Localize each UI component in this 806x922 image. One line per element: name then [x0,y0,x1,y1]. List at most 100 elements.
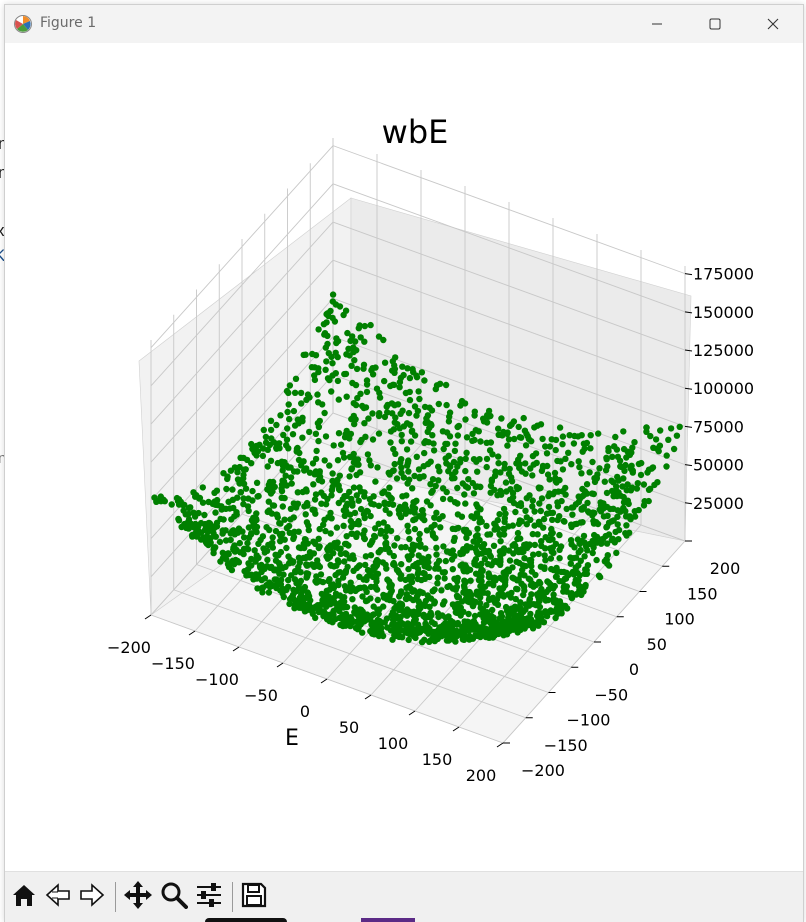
data-point [228,516,235,523]
data-point [253,452,260,459]
data-point [492,619,500,626]
data-point [459,550,466,557]
data-point [529,452,537,460]
data-point [446,462,453,469]
data-point [413,374,421,381]
data-point [274,514,281,521]
data-point [538,495,546,502]
data-point [563,588,571,595]
data-point [462,416,469,423]
data-point [287,505,295,512]
close-button[interactable] [744,5,802,43]
pan-button[interactable] [122,880,154,914]
background-text-fragment: n [0,450,6,467]
data-point [389,501,397,508]
data-point [320,594,327,601]
zoom-button[interactable] [158,880,190,914]
forward-button[interactable] [76,880,108,914]
data-point [283,544,290,552]
data-point [315,544,322,552]
data-point [299,434,306,441]
data-point [522,460,529,467]
data-point [657,427,664,434]
data-point [441,575,448,582]
minimize-button[interactable] [628,5,686,43]
data-point [328,487,336,494]
data-point [265,589,273,596]
save-button[interactable] [238,880,270,914]
data-point [475,577,483,584]
x-tick-label: −200 [107,638,151,657]
data-point [542,597,549,604]
data-point [367,321,374,329]
subplots-button[interactable] [193,880,225,914]
data-point [514,577,521,584]
data-point [336,303,344,310]
data-point [469,437,476,444]
data-point [522,507,529,514]
data-point [511,435,518,443]
magnifier-icon [160,881,188,913]
back-button[interactable] [42,880,74,914]
data-point [315,476,322,484]
data-point [322,527,329,535]
data-point [465,610,472,618]
data-point [276,531,283,538]
toolbar-separator [232,882,233,912]
data-point [312,455,320,463]
maximize-button[interactable] [686,5,744,43]
data-point [575,549,582,556]
data-point [575,458,582,465]
data-point [441,569,448,576]
figure-canvas[interactable]: −200 −150 −100 −50 0 50 100 150 200 −200 −150 −100−… [5,43,803,871]
data-point [471,412,478,419]
data-point [392,632,400,640]
data-point [538,467,546,475]
data-point [380,336,387,344]
data-point [355,461,362,468]
data-point [267,457,275,464]
data-point [454,423,461,431]
data-point [417,543,424,550]
data-point [219,530,226,537]
data-point [439,495,447,503]
data-point [404,462,411,469]
data-point [245,524,253,531]
data-point [653,445,661,452]
data-point [415,466,423,473]
data-point [530,551,537,558]
data-point [631,439,638,446]
data-point [515,520,523,528]
data-point [587,432,594,439]
data-point [428,524,435,531]
data-point [561,582,568,590]
data-point [400,474,407,481]
data-point [587,445,594,452]
data-point [350,555,357,563]
data-point [483,419,491,426]
data-point [463,434,471,441]
data-point [282,472,289,479]
data-point [586,469,593,476]
data-point [526,542,533,549]
data-point [357,621,364,628]
data-point [563,505,570,513]
data-point [340,622,348,629]
toolbar-separator [115,882,116,912]
data-point [334,377,342,385]
data-point [531,522,538,529]
home-button[interactable] [8,880,40,914]
data-point [248,460,255,467]
data-point [221,552,228,559]
data-point [382,533,389,541]
data-point [185,525,192,532]
data-point [297,569,304,576]
data-point [576,572,583,579]
data-point [333,524,341,531]
data-point [458,513,466,520]
title-bar[interactable]: Figure 1 [5,5,803,43]
grid-line [150,412,334,616]
data-point [515,423,522,431]
data-point [576,588,583,595]
data-point [536,613,544,620]
